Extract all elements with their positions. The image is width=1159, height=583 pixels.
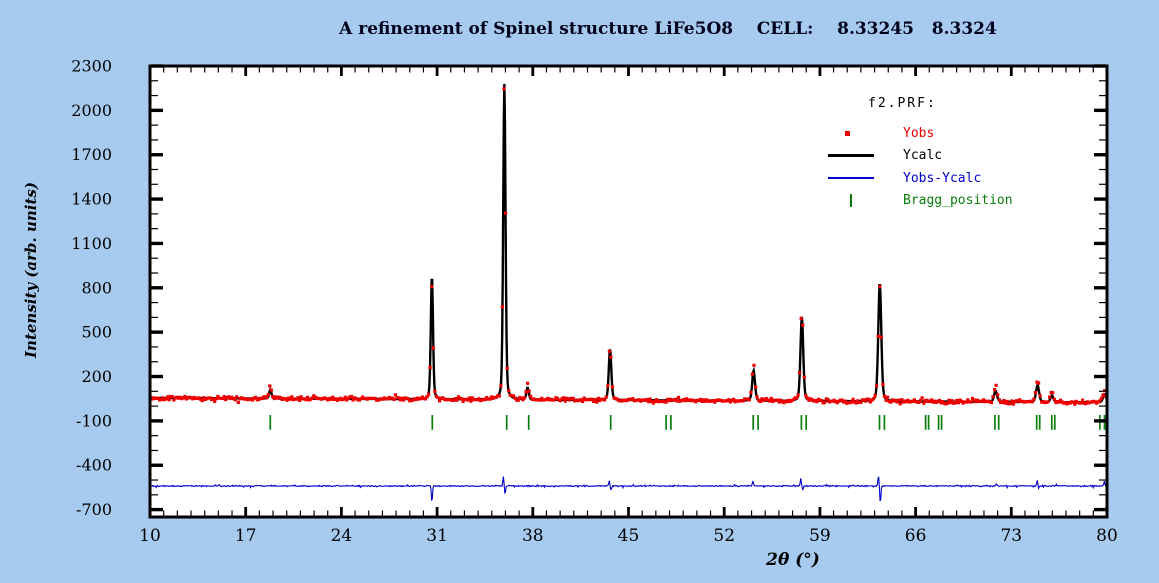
legend-label-diff: Yobs-Ycalc (903, 170, 982, 186)
x-tick-label: 45 (618, 526, 640, 546)
plot-area (150, 66, 1107, 517)
y-tick-label: 800 (81, 278, 112, 297)
legend: f2.PRF: Yobs Ycalc Yobs-Ycalc Bragg_posi… (822, 96, 1032, 212)
yobs-marker-icon (845, 130, 850, 136)
legend-label-ycalc: Ycalc (903, 148, 943, 164)
legend-item-ycalc: Ycalc (822, 145, 1032, 168)
y-tick-label: 500 (81, 323, 112, 342)
y-tick-labels: 2300 2000 1700 1400 1100 800 500 200 -100 -400 -70… (71, 57, 112, 520)
x-tick-label: 52 (713, 526, 735, 546)
y-tick-label: -100 (76, 411, 112, 430)
plot-data-layer (150, 83, 1107, 502)
x-tick-label: 66 (905, 526, 927, 546)
plot-border (148, 64, 1109, 519)
legend-label-yobs: Yobs (903, 125, 935, 141)
y-tick-label: 2300 (71, 57, 112, 76)
bragg-ticks (269, 415, 1106, 430)
legend-header: f2.PRF: (868, 96, 937, 111)
y-tick-label: 200 (81, 367, 112, 386)
x-tick-label: 73 (1000, 526, 1022, 546)
legend-item-diff: Yobs-Ycalc (822, 167, 1032, 190)
bragg-tick-icon (850, 194, 852, 208)
x-tick-label: 59 (809, 526, 831, 546)
y-tick-label: 1400 (71, 190, 112, 209)
x-tick-labels: 10 17 24 31 38 45 52 59 66 73 80 (139, 526, 1118, 546)
plot-title: A refinement of Spinel structure LiFe5O8… (339, 19, 997, 39)
axis-ticks (148, 64, 1109, 516)
legend-item-bragg: Bragg_position (822, 190, 1032, 213)
diff-curve (150, 476, 1107, 502)
x-tick-label: 38 (522, 526, 544, 546)
y-tick-label: -400 (76, 456, 112, 475)
y-tick-label: 1100 (71, 234, 112, 253)
y-tick-label: 2000 (71, 101, 112, 120)
x-tick-label: 24 (331, 526, 353, 546)
legend-item-yobs: Yobs (822, 122, 1032, 145)
x-tick-label: 80 (1096, 526, 1118, 546)
diff-line-icon (828, 177, 874, 180)
y-tick-label: 1700 (71, 145, 112, 164)
y-tick-label: -700 (76, 500, 112, 519)
legend-label-bragg: Bragg_position (903, 193, 1013, 209)
x-axis-title: 2θ (°) (766, 550, 820, 570)
y-axis-title: Intensity (arb. units) (22, 182, 40, 358)
x-tick-label: 31 (426, 526, 448, 546)
x-tick-label: 10 (139, 526, 161, 546)
x-tick-label: 17 (235, 526, 257, 546)
ycalc-line-icon (828, 154, 874, 158)
